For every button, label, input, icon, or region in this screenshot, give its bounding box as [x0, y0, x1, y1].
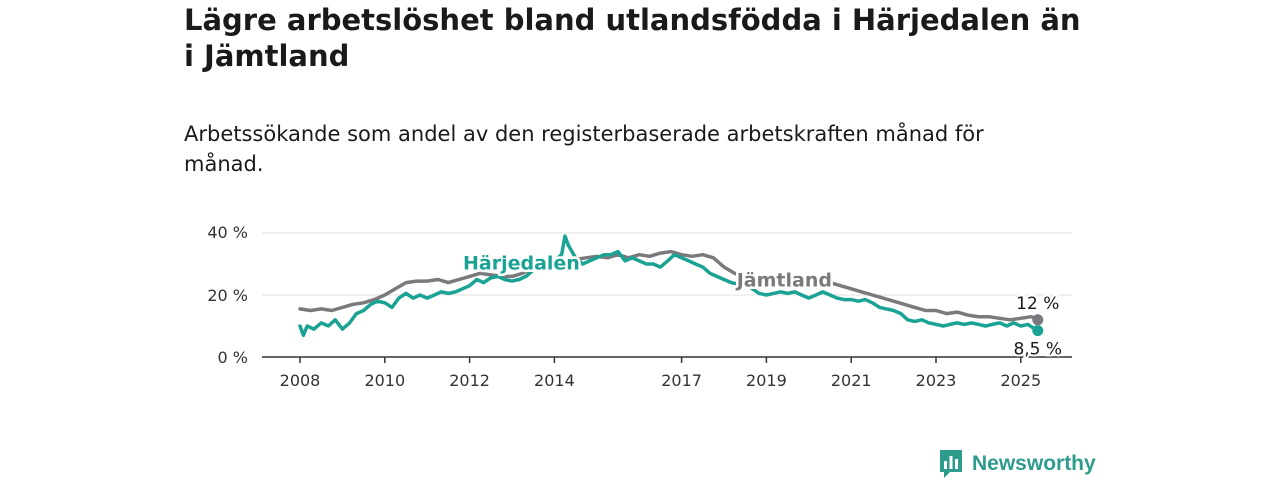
grid-lines	[262, 232, 1072, 296]
end-point-harjedalen	[1032, 325, 1044, 337]
series-line-harjedalen	[298, 234, 1040, 338]
x-axis-tick-labels: 2008 2010 2012 2014 2017 2019 2021 2023 2025	[280, 357, 1041, 390]
brand-name: Newsworthy	[972, 452, 1096, 475]
series-labels: Härjedalen Jämtland 12 % 8,5 %	[460, 250, 1064, 362]
series-label-harjedalen: Härjedalen	[463, 252, 580, 274]
y-tick-label: 0 %	[218, 348, 248, 367]
x-tick-label: 2010	[364, 371, 405, 390]
y-axis-tick-labels: 0 % 20 % 40 %	[207, 223, 248, 367]
x-tick-label: 2017	[661, 371, 702, 390]
x-tick-label: 2014	[534, 371, 575, 390]
x-tick-label: 2012	[449, 371, 490, 390]
y-tick-label: 40 %	[207, 223, 248, 242]
series-line-jamtland	[298, 249, 1040, 322]
x-tick-label: 2025	[1000, 371, 1041, 390]
x-tick-label: 2019	[746, 371, 787, 390]
end-value-label-jamtland: 12 %	[1016, 294, 1059, 314]
x-tick-label: 2008	[280, 371, 321, 390]
x-tick-label: 2021	[831, 371, 872, 390]
x-tick-label: 2023	[916, 371, 957, 390]
series-label-jamtland: Jämtland	[735, 269, 832, 291]
newsworthy-logo: Newsworthy	[938, 448, 1096, 480]
y-tick-label: 20 %	[207, 286, 248, 305]
chart-subtitle: Arbetssökande som andel av den registerb…	[184, 122, 984, 176]
bar-chart-logo-icon	[940, 450, 962, 478]
end-value-label-harjedalen: 8,5 %	[1013, 340, 1062, 360]
series-lines	[298, 234, 1044, 338]
chart-title: Lägre arbetslöshet bland utlandsfödda i …	[184, 3, 1081, 73]
end-point-jamtland	[1032, 314, 1044, 326]
